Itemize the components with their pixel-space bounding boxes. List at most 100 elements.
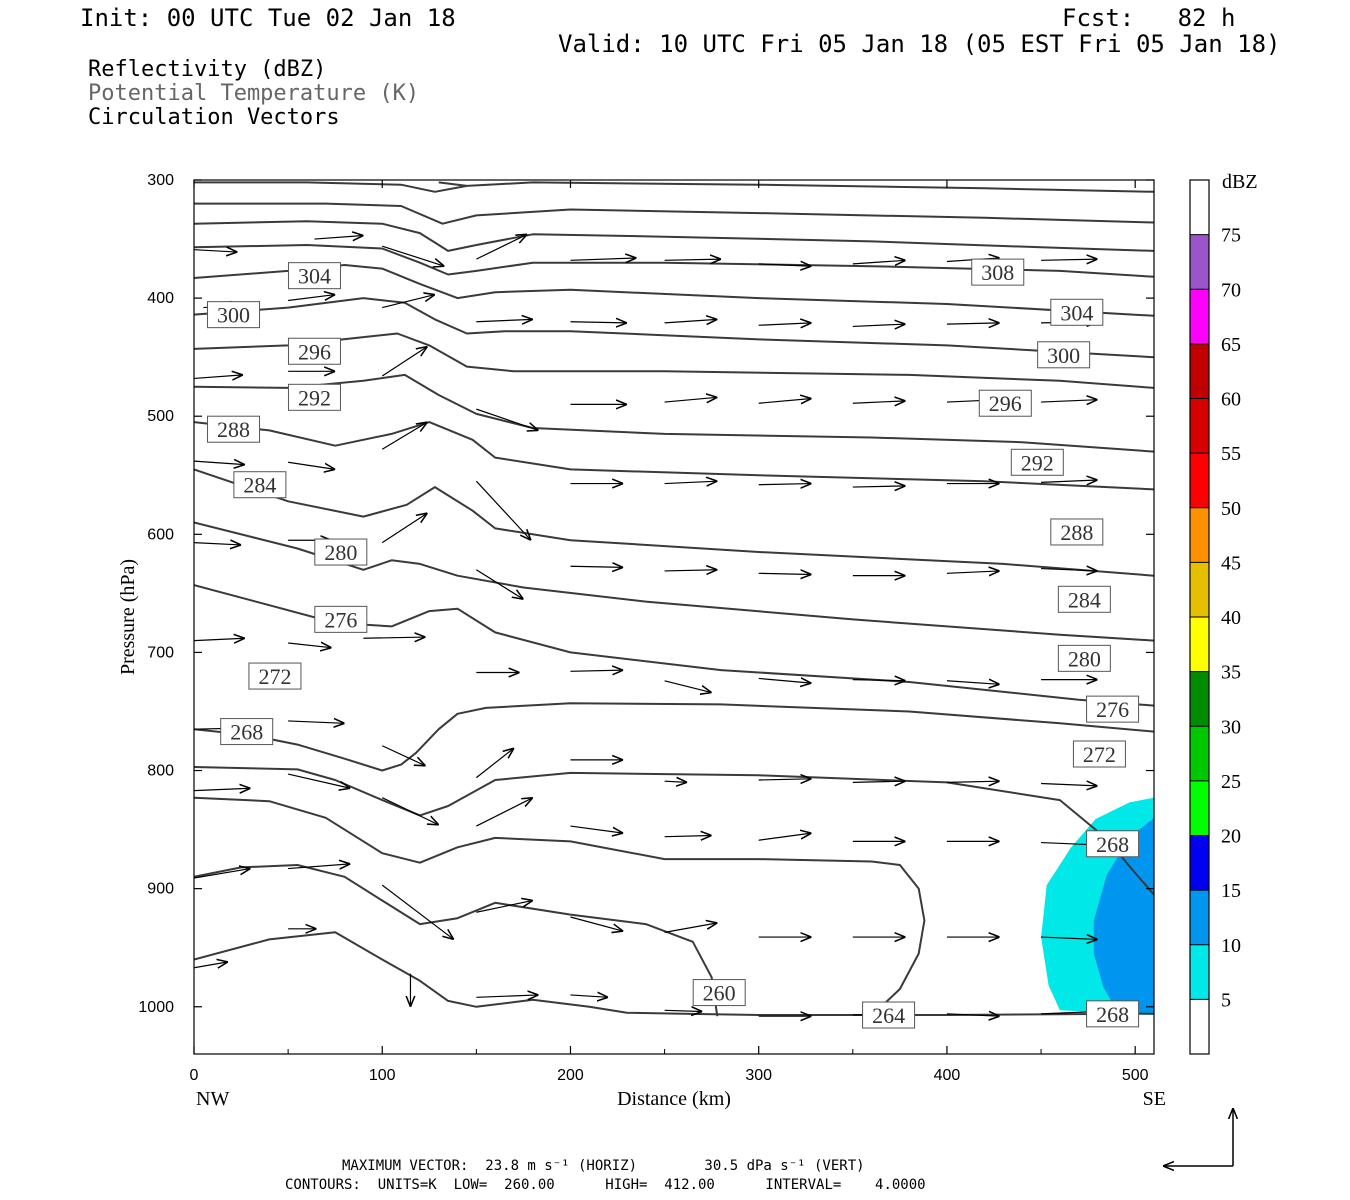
y-axis-label: Pressure (hPa) bbox=[117, 559, 139, 675]
circulation-vector bbox=[194, 461, 245, 465]
circulation-vector bbox=[475, 480, 531, 540]
circulation-vector bbox=[758, 323, 812, 325]
circulation-vector bbox=[288, 461, 335, 469]
circulation-vector bbox=[194, 962, 228, 968]
plot-frame bbox=[193, 179, 1155, 1055]
circulation-vector bbox=[664, 570, 718, 571]
circulation-vector bbox=[664, 680, 712, 693]
colorbar-label: 5 bbox=[1221, 989, 1231, 1011]
contour-label: 300 bbox=[1037, 341, 1091, 369]
colorbar-label: 65 bbox=[1221, 334, 1241, 356]
circulation-vector bbox=[664, 781, 688, 782]
init-time: Init: 00 UTC Tue 02 Jan 18 bbox=[80, 4, 456, 32]
svg-text:296: 296 bbox=[989, 391, 1022, 416]
svg-text:292: 292 bbox=[1021, 450, 1054, 475]
colorbar-label: 10 bbox=[1221, 935, 1241, 957]
svg-text:300: 300 bbox=[217, 303, 250, 328]
circulation-vector bbox=[570, 566, 623, 567]
svg-text:284: 284 bbox=[1068, 587, 1101, 612]
circulation-vector bbox=[287, 773, 350, 788]
colorbar-bin-30 bbox=[1190, 671, 1209, 727]
svg-text:272: 272 bbox=[1083, 742, 1116, 767]
circulation-vector bbox=[288, 721, 344, 723]
svg-text:296: 296 bbox=[298, 339, 331, 364]
circulation-vector bbox=[664, 259, 721, 260]
circulation-vector bbox=[476, 798, 532, 827]
contour-label: 304 bbox=[287, 262, 341, 290]
circulation-vector bbox=[852, 486, 906, 487]
theta-contour-284 bbox=[194, 373, 1154, 453]
circulation-vector bbox=[475, 748, 514, 779]
circulation-vector bbox=[852, 324, 906, 326]
circulation-vector bbox=[758, 484, 812, 485]
circulation-vector bbox=[570, 825, 623, 833]
colorbar-bin-15 bbox=[1190, 835, 1209, 891]
colorbar-label: 55 bbox=[1221, 443, 1241, 465]
circulation-vector bbox=[946, 323, 1000, 324]
contour-label: 272 bbox=[1072, 740, 1126, 768]
contour-label: 268 bbox=[220, 718, 274, 746]
circulation-vector bbox=[664, 836, 712, 837]
y-tick-label: 1000 bbox=[138, 999, 174, 1016]
y-tick-label: 400 bbox=[147, 290, 174, 307]
svg-text:304: 304 bbox=[1060, 300, 1093, 325]
circulation-vector bbox=[194, 638, 245, 640]
contour-label: 296 bbox=[978, 389, 1032, 417]
circulation-vector bbox=[363, 637, 425, 638]
circulation-vector bbox=[852, 781, 906, 782]
max-vector-note: MAXIMUM VECTOR: 23.8 m s⁻¹ (HORIZ) 30.5 … bbox=[342, 1158, 865, 1174]
y-tick-label: 700 bbox=[147, 644, 174, 661]
colorbar-label: 45 bbox=[1221, 552, 1241, 574]
colorbar-bin-40 bbox=[1190, 562, 1209, 617]
contour-label: 276 bbox=[1086, 695, 1140, 723]
colorbar-label: 25 bbox=[1221, 771, 1241, 793]
circulation-vector bbox=[288, 643, 331, 648]
circulation-vector bbox=[194, 375, 243, 379]
svg-text:300: 300 bbox=[1047, 343, 1080, 368]
contour-label: 292 bbox=[1010, 448, 1064, 476]
contour-label: 264 bbox=[862, 1001, 916, 1029]
circulation-vector bbox=[381, 347, 427, 377]
contour-label: 288 bbox=[207, 415, 261, 443]
contour-label: 284 bbox=[1057, 585, 1111, 613]
colorbar-label: 60 bbox=[1221, 389, 1241, 411]
circulation-vector bbox=[194, 788, 250, 790]
reflectivity-area-10 bbox=[1093, 817, 1154, 1015]
circulation-vector bbox=[194, 543, 241, 545]
colorbar-label: 70 bbox=[1221, 279, 1241, 301]
circulation-vector bbox=[476, 995, 538, 997]
colorbar-label: 35 bbox=[1221, 662, 1241, 684]
svg-text:308: 308 bbox=[981, 260, 1014, 285]
circulation-vector bbox=[1041, 480, 1097, 482]
theta-contour-276 bbox=[194, 468, 1154, 577]
contour-label: 288 bbox=[1050, 518, 1104, 546]
colorbar-bin-55 bbox=[1190, 398, 1209, 454]
svg-text:280: 280 bbox=[324, 540, 357, 565]
svg-text:268: 268 bbox=[1096, 1002, 1129, 1027]
x-tick-label: 300 bbox=[745, 1067, 772, 1084]
circulation-vector bbox=[758, 399, 812, 404]
theta-contour-292 bbox=[194, 297, 1154, 359]
contour-label: 268 bbox=[1086, 830, 1140, 858]
x-tick-label: 0 bbox=[190, 1067, 199, 1084]
theta-contour-260 bbox=[438, 181, 468, 187]
theta-contour-280 bbox=[194, 421, 1154, 491]
colorbar-bin-5 bbox=[1190, 944, 1209, 1000]
circulation-vector bbox=[758, 833, 812, 841]
circulation-vector bbox=[570, 322, 626, 323]
circulation-vector bbox=[288, 295, 335, 302]
circulation-vector bbox=[570, 995, 608, 997]
theta-contour-264 bbox=[194, 702, 1154, 772]
field-reflectivity: Reflectivity (dBZ) bbox=[88, 57, 327, 82]
circulation-vector bbox=[852, 401, 906, 403]
contour-label: 260 bbox=[692, 979, 746, 1007]
valid-time: Valid: 10 UTC Fri 05 Jan 18 (05 EST Fri … bbox=[558, 30, 1281, 58]
contour-label: 280 bbox=[314, 538, 368, 566]
x-end-left-label: NW bbox=[196, 1088, 229, 1110]
colorbar-bin-45 bbox=[1190, 507, 1209, 563]
circulation-vector bbox=[664, 481, 718, 483]
x-end-right-label: SE bbox=[1143, 1088, 1166, 1110]
circulation-vector bbox=[852, 260, 906, 264]
contour-label: 268 bbox=[1086, 1000, 1140, 1028]
